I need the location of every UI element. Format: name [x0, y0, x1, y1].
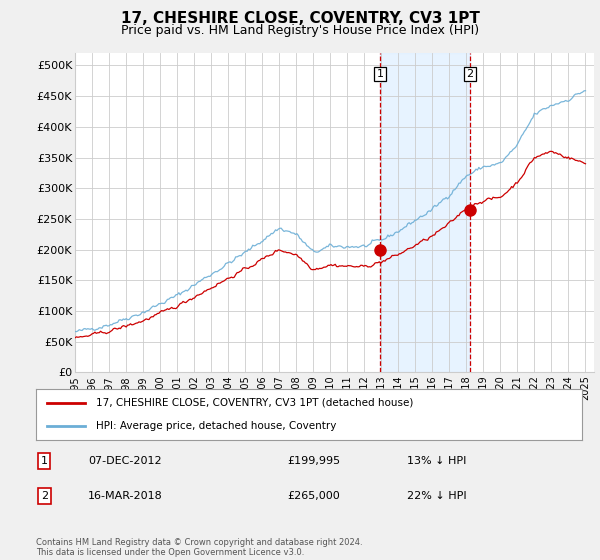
- Text: 17, CHESHIRE CLOSE, COVENTRY, CV3 1PT (detached house): 17, CHESHIRE CLOSE, COVENTRY, CV3 1PT (d…: [96, 398, 413, 408]
- Text: 07-DEC-2012: 07-DEC-2012: [88, 456, 161, 466]
- Text: 1: 1: [41, 456, 47, 466]
- Text: Contains HM Land Registry data © Crown copyright and database right 2024.
This d: Contains HM Land Registry data © Crown c…: [36, 538, 362, 557]
- Bar: [380, 53, 470, 372]
- Text: 22% ↓ HPI: 22% ↓ HPI: [407, 491, 467, 501]
- Text: Price paid vs. HM Land Registry's House Price Index (HPI): Price paid vs. HM Land Registry's House …: [121, 24, 479, 36]
- Text: 17, CHESHIRE CLOSE, COVENTRY, CV3 1PT: 17, CHESHIRE CLOSE, COVENTRY, CV3 1PT: [121, 11, 479, 26]
- Text: 1: 1: [376, 69, 383, 79]
- Text: £199,995: £199,995: [287, 456, 340, 466]
- Text: £265,000: £265,000: [287, 491, 340, 501]
- Text: 16-MAR-2018: 16-MAR-2018: [88, 491, 163, 501]
- Text: 13% ↓ HPI: 13% ↓ HPI: [407, 456, 467, 466]
- Text: HPI: Average price, detached house, Coventry: HPI: Average price, detached house, Cove…: [96, 421, 337, 431]
- Text: 2: 2: [41, 491, 48, 501]
- Text: 2: 2: [466, 69, 473, 79]
